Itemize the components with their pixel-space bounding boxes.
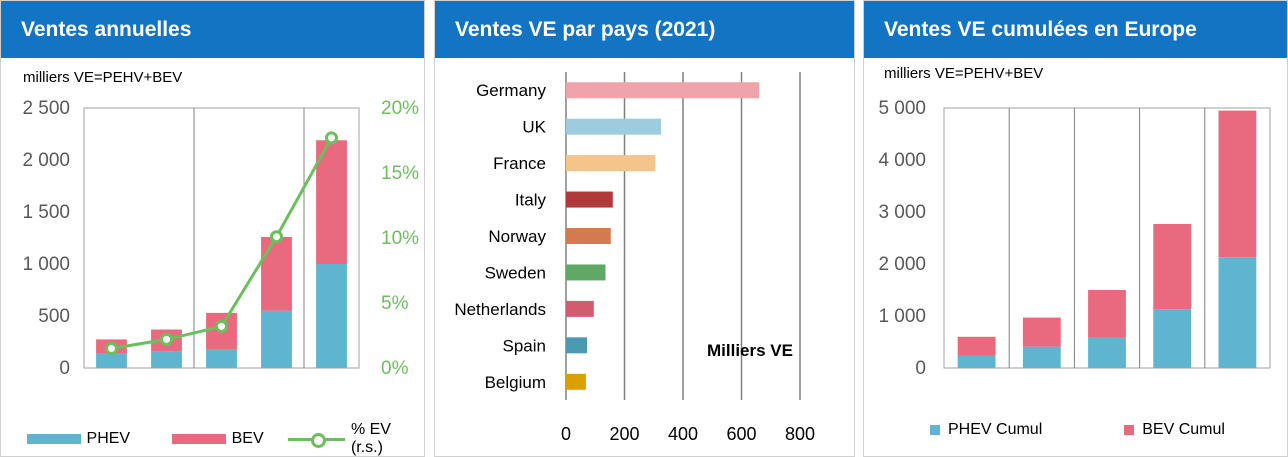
bar-bev — [261, 236, 292, 311]
bar-bev-cumul — [1218, 110, 1257, 258]
legend: PHEV Cumul BEV Cumul — [930, 421, 1225, 439]
legend-swatch-ev-share — [287, 432, 346, 448]
category-label: Norway — [488, 227, 546, 246]
bar-bev — [316, 140, 347, 264]
bar-phev — [96, 353, 127, 368]
legend-swatch-phev — [27, 434, 81, 444]
category-label: Belgium — [485, 373, 546, 392]
bar-phev-cumul — [1088, 337, 1126, 368]
bar-country — [566, 82, 760, 99]
legend-label-bev-cumul: BEV Cumul — [1142, 421, 1225, 438]
panel-annual-sales: Ventes annuelles milliers VE=PEHV+BEV 0 5… — [0, 0, 425, 457]
category-label: Sweden — [485, 263, 546, 282]
x-tick-label: 600 — [726, 424, 756, 444]
y2-tick-label: 20% — [381, 98, 419, 119]
legend-swatch-phev-cumul — [930, 425, 940, 435]
bar-bev-cumul — [957, 336, 996, 356]
category-label: Germany — [476, 81, 546, 100]
legend-swatch-bev-cumul — [1124, 425, 1135, 435]
bar-bev-cumul — [1153, 223, 1192, 310]
legend-label-bev: BEV — [231, 430, 264, 447]
y-tick-label: 5 000 — [878, 98, 926, 119]
bar-phev — [261, 310, 292, 368]
category-label: Spain — [503, 336, 546, 355]
ev-share-point — [215, 319, 228, 333]
y-tick-label: 4 000 — [878, 150, 926, 171]
y-tick-label: 3 000 — [878, 202, 926, 223]
bar-phev-cumul — [957, 355, 996, 368]
panel-title: Ventes annuelles — [1, 1, 424, 58]
legend-label-phev-cumul: PHEV Cumul — [948, 421, 1043, 438]
y2-tick-label: 0% — [381, 358, 409, 379]
unit-label: milliers VE=PEHV+BEV — [884, 65, 1044, 82]
annotation-label: Milliers VE — [707, 341, 793, 360]
y-tick-label: 1 500 — [22, 202, 70, 223]
bar-phev — [316, 264, 347, 368]
bar-phev-cumul — [1153, 309, 1192, 368]
y-tick-label: 2 000 — [22, 150, 70, 171]
category-label: France — [493, 154, 546, 173]
ev-share-point — [105, 342, 118, 355]
y-tick-label: 1 000 — [878, 306, 926, 327]
y-tick-label: 0 — [915, 358, 926, 379]
bar-country — [566, 373, 586, 390]
bar-country — [566, 118, 662, 135]
panel-title: Ventes VE cumulées en Europe — [864, 1, 1287, 58]
bar-phev — [151, 351, 182, 368]
bar-country — [566, 337, 588, 354]
ev-share-point — [325, 131, 338, 145]
unit-label: milliers VE=PEHV+BEV — [23, 69, 183, 86]
x-tick-label: 800 — [785, 424, 815, 444]
y2-tick-label: 15% — [381, 163, 419, 184]
bar-phev-cumul — [1218, 257, 1257, 368]
bar-bev-cumul — [1022, 317, 1061, 347]
y-tick-label: 2 000 — [878, 254, 926, 275]
x-tick-label: 0 — [561, 424, 571, 444]
bar-country — [566, 155, 656, 172]
bar-country — [566, 300, 594, 317]
y-tick-label: 2 500 — [22, 98, 70, 119]
legend-label-ev-share: % EV (r.s.) — [350, 421, 391, 456]
bar-country — [566, 228, 611, 244]
category-label: Netherlands — [454, 300, 546, 319]
panel-title: Ventes VE par pays (2021) — [435, 1, 854, 58]
y-tick-label: 1 000 — [22, 254, 70, 275]
y-tick-label: 0 — [59, 358, 70, 379]
ev-share-point — [270, 230, 283, 244]
legend-swatch-bev — [172, 434, 226, 444]
ev-share-point — [160, 332, 173, 346]
country-sales-chart: 0 200 400 600 800 Germany UK France Italy Norway S… — [454, 72, 815, 444]
x-tick-label: 400 — [668, 424, 698, 444]
y2-tick-label: 10% — [381, 228, 419, 249]
bar-phev — [206, 349, 237, 368]
bar-country — [566, 264, 606, 281]
y-tick-label: 500 — [38, 306, 70, 327]
legend: PHEV BEV % EV (r.s.) — [27, 421, 424, 457]
category-label: UK — [522, 118, 546, 137]
legend-label-phev: PHEV — [86, 430, 131, 447]
x-tick-label: 200 — [609, 424, 639, 444]
category-label: Italy — [515, 191, 547, 210]
panel-sales-by-country: Ventes VE par pays (2021) 0 200 400 600 800 G… — [434, 0, 855, 457]
bar-phev-cumul — [1022, 346, 1061, 368]
bar-bev-cumul — [1088, 290, 1126, 338]
y2-tick-label: 5% — [381, 293, 409, 314]
bar-country — [566, 191, 613, 208]
panel-cumulative-sales: Ventes VE cumulées en Europe milliers VE… — [863, 0, 1288, 457]
